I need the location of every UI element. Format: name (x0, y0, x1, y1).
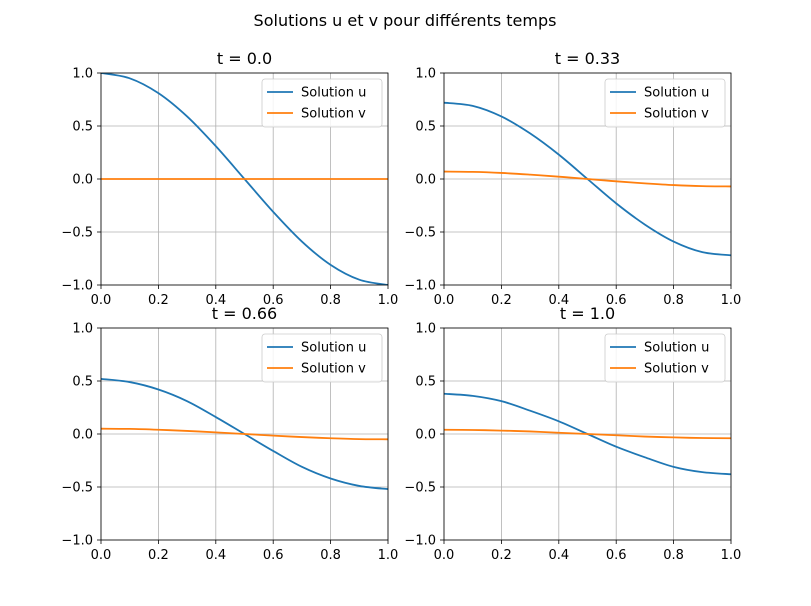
x-tick-label: 0.2 (148, 293, 169, 308)
legend: Solution u Solution v (261, 78, 383, 128)
y-tick-label: −1.0 (61, 534, 93, 549)
x-tick-label: 1.0 (721, 293, 742, 308)
series-line-v (444, 428, 731, 440)
legend-box (604, 333, 726, 383)
y-tick-label: 1.0 (415, 322, 436, 337)
legend-label: Solution u (644, 341, 709, 356)
y-tick-label: 0.0 (72, 428, 93, 443)
x-tick-label: 1.0 (378, 548, 399, 563)
figure-suptitle: Solutions u et v pour différents temps (254, 11, 557, 30)
subplot-2: t = 0.33 0.0 0.2 0.4 0.6 0.8 1.0 −1.0 −0.5 0.0 0.5… (404, 49, 741, 308)
legend: Solution u Solution v (261, 333, 383, 383)
legend-label: Solution v (301, 362, 366, 377)
x-tick-label: 0.4 (205, 293, 226, 308)
series-line-v (101, 427, 388, 441)
series-line-v (444, 170, 731, 188)
y-tick-label: 0.5 (72, 375, 93, 390)
x-tick-label: 0.8 (663, 548, 684, 563)
x-tick-label: 0.4 (205, 548, 226, 563)
y-tick-label: 1.0 (72, 67, 93, 82)
y-tick-label: 0.5 (415, 375, 436, 390)
legend: Solution u Solution v (604, 78, 726, 128)
x-tick-label: 0.0 (434, 548, 455, 563)
y-tick-label: 0.0 (415, 173, 436, 188)
subplot-title: t = 0.33 (555, 49, 620, 68)
y-tick-label: −0.5 (61, 481, 93, 496)
x-tick-label: 0.0 (91, 293, 112, 308)
y-tick-label: −0.5 (61, 226, 93, 241)
y-tick-label: 1.0 (72, 322, 93, 337)
x-tick-label: 0.4 (548, 548, 569, 563)
legend-label: Solution v (644, 107, 709, 122)
x-tick-label: 0.2 (491, 293, 512, 308)
legend: Solution u Solution v (604, 333, 726, 383)
axes-frame (100, 327, 389, 541)
x-tick-label: 0.6 (606, 293, 627, 308)
x-tick-label: 0.8 (320, 548, 341, 563)
x-tick-label: 0.0 (91, 548, 112, 563)
subplot-grid: t = 0.0 0.0 0.2 0.4 0.6 0.8 1.0 −1.0 −0.5 0.0 0.5 1… (61, 49, 741, 563)
axes-frame (443, 327, 732, 541)
legend-box (261, 333, 383, 383)
x-tick-label: 0.6 (263, 548, 284, 563)
y-tick-label: −1.0 (404, 279, 436, 294)
x-tick-label: 0.6 (263, 293, 284, 308)
x-tick-label: 0.4 (548, 293, 569, 308)
x-tick-label: 0.2 (148, 548, 169, 563)
x-tick-label: 0.6 (606, 548, 627, 563)
subplot-title: t = 0.66 (212, 304, 277, 323)
subplot-title: t = 1.0 (560, 304, 615, 323)
x-tick-label: 0.0 (434, 293, 455, 308)
subplot-3: t = 0.66 0.0 0.2 0.4 0.6 0.8 1.0 −1.0 −0.5 0.0 0.5… (61, 304, 398, 563)
y-tick-label: 1.0 (415, 67, 436, 82)
axes-frame (443, 72, 732, 286)
y-tick-label: 0.5 (72, 120, 93, 135)
legend-label: Solution u (301, 86, 366, 101)
subplot-1: t = 0.0 0.0 0.2 0.4 0.6 0.8 1.0 −1.0 −0.5 0.0 0.5 1… (61, 49, 398, 308)
legend-label: Solution u (644, 86, 709, 101)
y-tick-label: 0.0 (415, 428, 436, 443)
y-tick-label: −1.0 (404, 534, 436, 549)
axes-frame (100, 72, 389, 286)
legend-label: Solution u (301, 341, 366, 356)
x-tick-label: 1.0 (378, 293, 399, 308)
y-tick-label: −0.5 (404, 226, 436, 241)
legend-label: Solution v (301, 107, 366, 122)
subplot-4: t = 1.0 0.0 0.2 0.4 0.6 0.8 1.0 −1.0 −0.5 0.0 0.5 1… (404, 304, 741, 563)
y-tick-label: −0.5 (404, 481, 436, 496)
legend-box (604, 78, 726, 128)
legend-label: Solution v (644, 362, 709, 377)
x-tick-label: 1.0 (721, 548, 742, 563)
y-tick-label: 0.5 (415, 120, 436, 135)
y-tick-label: 0.0 (72, 173, 93, 188)
x-tick-label: 0.8 (320, 293, 341, 308)
subplot-title: t = 0.0 (217, 49, 272, 68)
x-tick-label: 0.8 (663, 293, 684, 308)
x-tick-label: 0.2 (491, 548, 512, 563)
y-tick-label: −1.0 (61, 279, 93, 294)
legend-box (261, 78, 383, 128)
